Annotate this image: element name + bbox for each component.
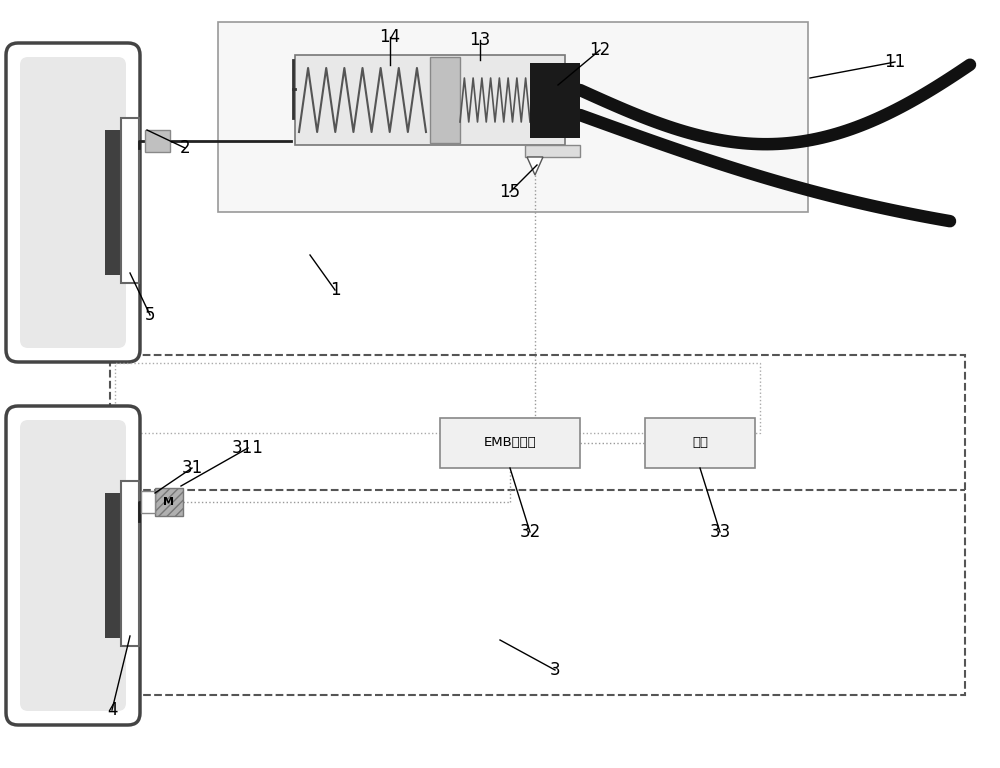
Text: 电源: 电源 xyxy=(692,436,708,449)
Bar xyxy=(530,62,580,137)
Text: 5: 5 xyxy=(145,306,155,324)
Polygon shape xyxy=(527,157,543,175)
Text: 15: 15 xyxy=(499,183,521,201)
Text: 11: 11 xyxy=(884,53,906,71)
Text: 1: 1 xyxy=(330,281,340,299)
Bar xyxy=(440,418,580,468)
Bar xyxy=(155,488,183,516)
FancyBboxPatch shape xyxy=(6,43,140,362)
Text: 4: 4 xyxy=(107,701,117,719)
Bar xyxy=(645,418,755,468)
Bar xyxy=(525,145,580,157)
Text: 3: 3 xyxy=(550,661,560,679)
Text: 311: 311 xyxy=(232,439,264,457)
Bar xyxy=(110,355,965,695)
Bar xyxy=(218,22,808,212)
Bar xyxy=(145,130,170,152)
FancyBboxPatch shape xyxy=(6,406,140,725)
Text: M: M xyxy=(164,497,175,507)
Bar xyxy=(141,491,155,513)
Text: 32: 32 xyxy=(519,523,541,541)
Text: 14: 14 xyxy=(379,28,401,46)
Bar xyxy=(430,57,460,143)
Text: 12: 12 xyxy=(589,41,611,59)
Bar xyxy=(105,130,123,275)
Text: 31: 31 xyxy=(181,459,203,477)
Bar xyxy=(115,363,760,433)
Text: 2: 2 xyxy=(180,139,190,157)
Bar xyxy=(121,481,139,646)
Text: 13: 13 xyxy=(469,31,491,49)
FancyBboxPatch shape xyxy=(20,420,126,711)
Bar xyxy=(295,55,565,145)
Text: EMB控制器: EMB控制器 xyxy=(484,436,536,449)
Bar xyxy=(105,493,123,638)
Text: 33: 33 xyxy=(709,523,731,541)
Bar xyxy=(121,118,139,283)
FancyBboxPatch shape xyxy=(20,57,126,348)
